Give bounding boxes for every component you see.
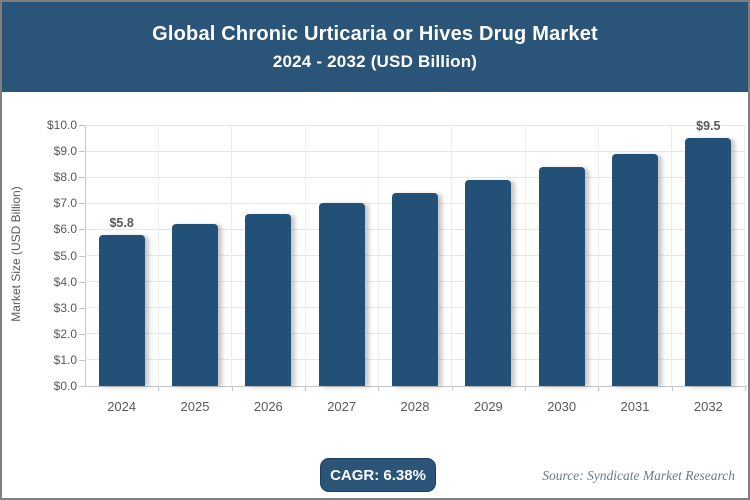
x-axis-tick	[378, 386, 380, 391]
y-axis-tick	[79, 203, 85, 205]
gridline-vertical	[157, 125, 159, 386]
x-axis-tick	[305, 386, 306, 391]
x-axis-label-2029: 2029	[473, 399, 503, 414]
y-axis-tick	[79, 281, 85, 283]
y-axis-tick-label: $5.0	[53, 248, 77, 263]
y-axis-tick	[79, 255, 85, 257]
bar-2031	[612, 153, 658, 386]
chart-title-line1: Global Chronic Urticaria or Hives Drug M…	[152, 22, 598, 45]
y-axis-tick	[79, 386, 85, 387]
bar-2032	[685, 138, 732, 386]
x-axis-tick	[598, 386, 600, 391]
y-axis-tick	[79, 333, 85, 335]
y-axis-tick-label: $6.0	[53, 222, 77, 237]
gridline-vertical	[231, 125, 233, 386]
x-axis-tick	[158, 386, 160, 391]
title-banner: Global Chronic Urticaria or Hives Drug M…	[2, 2, 748, 92]
bar-2024	[98, 234, 145, 386]
gridline-vertical	[597, 125, 599, 386]
bar-2025	[172, 224, 218, 386]
y-axis-tick-label: $0.0	[53, 379, 77, 393]
gridline-vertical	[671, 125, 673, 386]
chart-title-line2: 2024 - 2032 (USD Billion)	[272, 51, 478, 71]
y-axis-tick	[79, 151, 85, 153]
x-axis-label-2027: 2027	[327, 399, 357, 414]
gridline-horizontal	[85, 124, 745, 126]
x-axis-label-2025: 2025	[180, 399, 210, 414]
y-axis-tick	[79, 229, 85, 231]
gridline-vertical	[304, 125, 306, 386]
bar-2027	[318, 203, 365, 386]
y-axis-tick	[79, 125, 85, 126]
x-axis-label-2030: 2030	[547, 399, 577, 414]
y-axis-tick-label: $2.0	[53, 326, 77, 341]
source-credit: Source: Syndicate Market Research	[542, 468, 735, 483]
y-axis-tick	[79, 359, 85, 361]
y-axis-tick	[79, 307, 85, 309]
bar-chart-plot-area	[84, 124, 746, 387]
bar-value-label-2032: $9.5	[696, 119, 721, 134]
bar-2030	[538, 166, 585, 386]
gridline-horizontal	[85, 176, 745, 178]
x-axis-label-2026: 2026	[253, 399, 283, 414]
bar-2028	[392, 192, 438, 386]
gridline-vertical	[377, 125, 379, 386]
bar-value-label-2024: $5.8	[109, 215, 134, 230]
bar-2029	[465, 179, 512, 386]
y-axis-tick-label: $10.0	[46, 118, 77, 132]
x-axis-tick	[525, 386, 526, 391]
gridline-horizontal	[85, 150, 745, 152]
x-axis-line	[84, 386, 746, 387]
y-axis-tick	[79, 177, 85, 179]
x-axis-tick	[671, 386, 673, 391]
bar-2026	[245, 213, 292, 386]
y-axis-tick-label: $9.0	[53, 144, 77, 159]
x-axis-label-2031: 2031	[620, 399, 650, 414]
gridline-vertical	[524, 125, 526, 386]
y-axis-tick-label: $1.0	[53, 352, 77, 367]
y-axis-tick-label: $7.0	[53, 196, 77, 211]
gridline-vertical	[451, 125, 453, 386]
gridline-vertical	[744, 125, 745, 386]
x-axis-label-2028: 2028	[400, 399, 430, 414]
x-axis-label-2024: 2024	[107, 399, 137, 414]
x-axis-tick	[745, 386, 746, 391]
cagr-badge: CAGR: 6.38%	[320, 458, 436, 492]
y-axis-tick-label: $3.0	[53, 300, 77, 315]
y-axis-tick-label: $8.0	[53, 170, 77, 185]
x-axis-tick	[451, 386, 453, 391]
y-axis-tick-label: $4.0	[53, 274, 77, 289]
x-axis-label-2032: 2032	[693, 399, 723, 414]
x-axis-tick	[231, 386, 233, 391]
